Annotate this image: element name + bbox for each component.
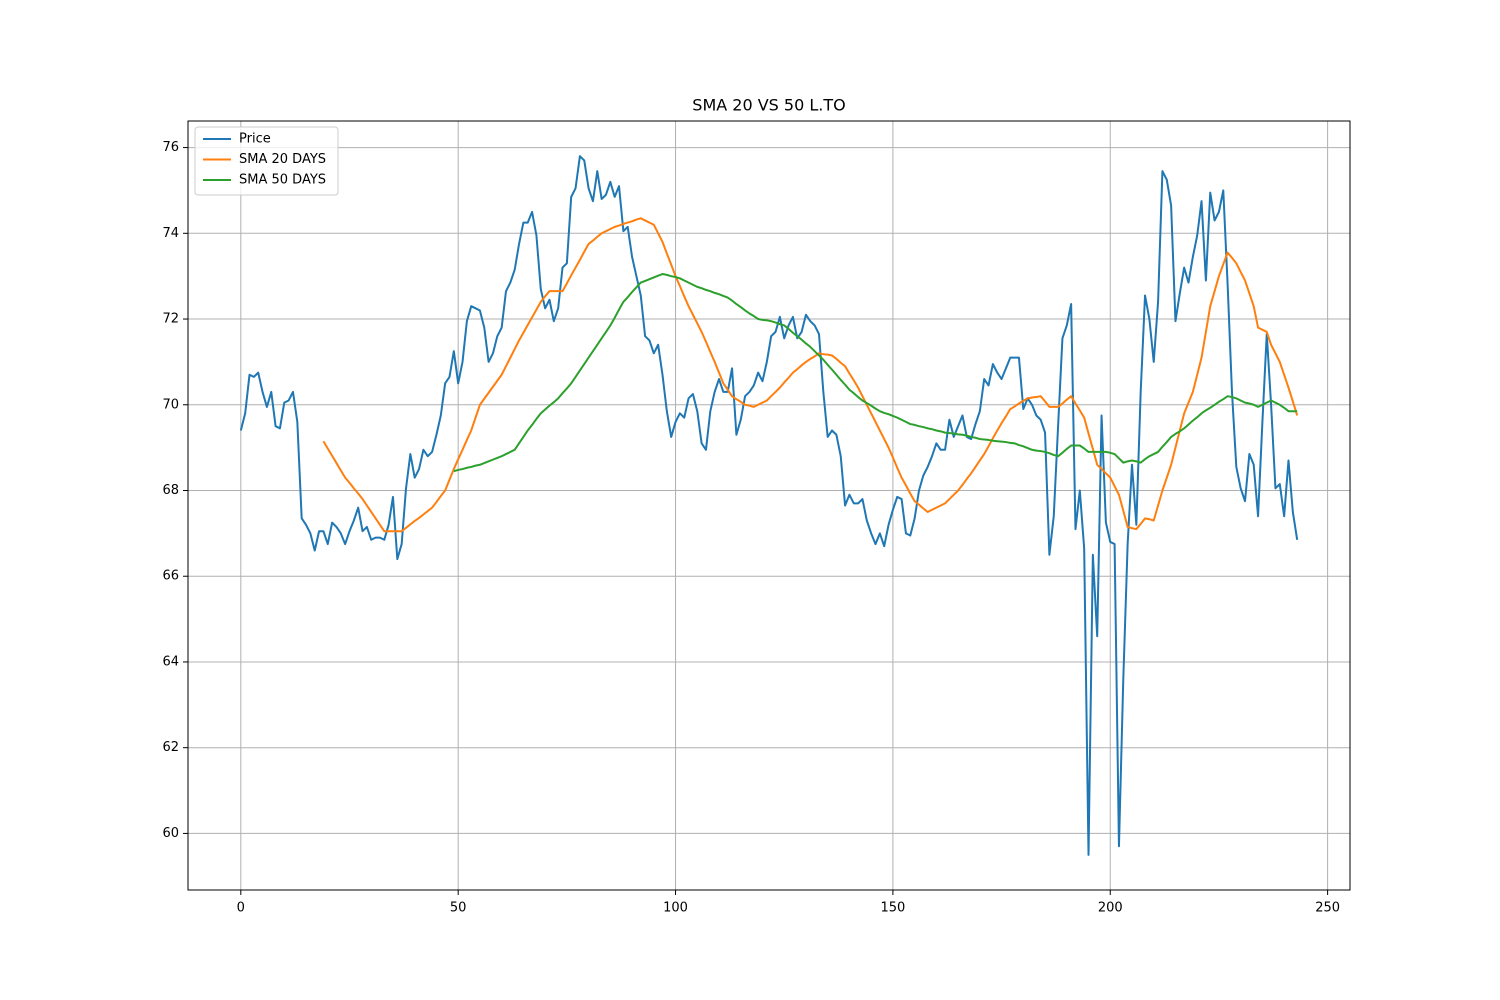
y-tick-label: 68: [162, 483, 179, 498]
line-series: [239, 155, 1299, 856]
x-tick-label: 150: [880, 901, 905, 916]
y-tick-label: 76: [162, 140, 179, 155]
y-tick-label: 62: [162, 740, 179, 755]
y-tick-label: 64: [162, 654, 179, 669]
plot-frame: [187, 120, 1351, 891]
line-series: [322, 217, 1299, 533]
legend-label: SMA 20 DAYS: [239, 152, 326, 167]
y-tick-label: 66: [162, 569, 179, 584]
legend-box: [194, 126, 339, 196]
y-tick-label: 72: [162, 312, 179, 327]
x-tick-label: 50: [450, 901, 467, 916]
legend-label: Price: [239, 132, 271, 147]
x-tick-label: 0: [237, 901, 245, 916]
chart-title: SMA 20 VS 50 L.TO: [692, 96, 845, 115]
x-tick-label: 250: [1315, 901, 1340, 916]
y-tick-label: 74: [162, 226, 179, 241]
legend-label: SMA 50 DAYS: [239, 173, 326, 188]
legend: Price SMA 20 DAYS SMA 50 DAYS: [194, 126, 339, 196]
x-tick-label: 200: [1098, 901, 1123, 916]
x-tick-label: 100: [663, 901, 688, 916]
y-tick-label: 70: [162, 397, 179, 412]
line-series: [453, 273, 1298, 473]
y-tick-label: 60: [162, 826, 179, 841]
